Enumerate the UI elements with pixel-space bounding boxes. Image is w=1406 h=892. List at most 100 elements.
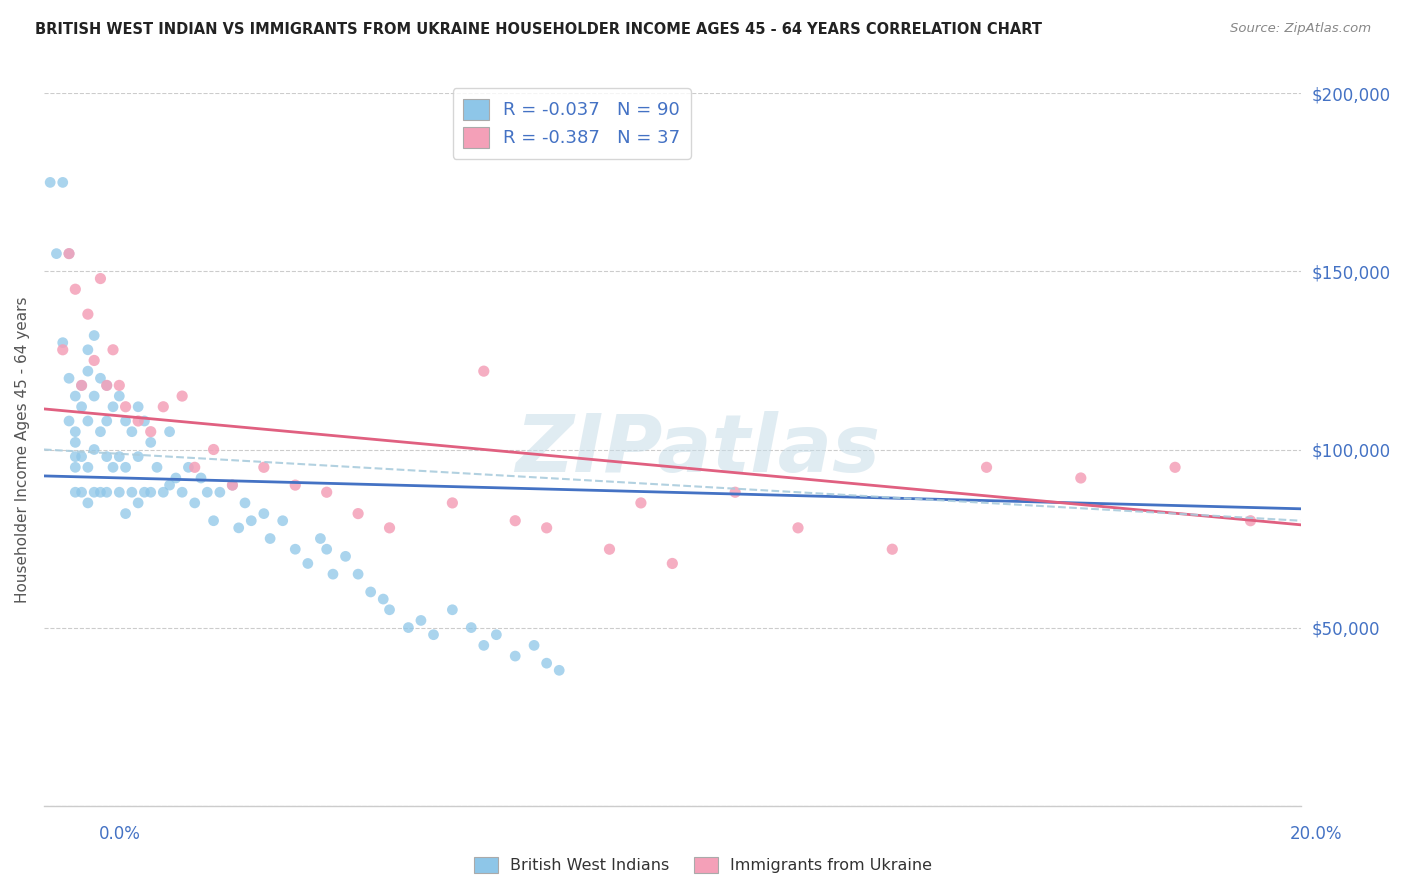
Point: [172, 485, 194, 500]
Point: [630, 496, 652, 510]
Point: [77, 307, 100, 321]
Point: [882, 542, 904, 557]
Point: [139, 485, 162, 500]
Point: [121, 425, 143, 439]
Point: [202, 514, 225, 528]
Text: BRITISH WEST INDIAN VS IMMIGRANTS FROM UKRAINE HOUSEHOLDER INCOME AGES 45 - 64 Y: BRITISH WEST INDIAN VS IMMIGRANTS FROM U…: [35, 22, 1042, 37]
Point: [58, 371, 80, 385]
Point: [70, 485, 93, 500]
Point: [284, 478, 307, 492]
Point: [108, 389, 131, 403]
Point: [259, 532, 281, 546]
Point: [240, 514, 263, 528]
Y-axis label: Householder Income Ages 45 - 64 years: Householder Income Ages 45 - 64 years: [15, 296, 30, 603]
Point: [52, 175, 75, 189]
Point: [976, 460, 998, 475]
Point: [83, 442, 105, 457]
Point: [83, 389, 105, 403]
Point: [127, 414, 149, 428]
Point: [208, 485, 231, 500]
Point: [96, 378, 118, 392]
Point: [378, 603, 401, 617]
Point: [441, 603, 464, 617]
Point: [45, 246, 67, 260]
Point: [96, 378, 118, 392]
Point: [39, 175, 62, 189]
Point: [315, 542, 337, 557]
Point: [70, 378, 93, 392]
Point: [65, 460, 87, 475]
Point: [724, 485, 747, 500]
Point: [335, 549, 357, 564]
Point: [360, 585, 382, 599]
Point: [83, 485, 105, 500]
Point: [536, 521, 558, 535]
Point: [1070, 471, 1092, 485]
Point: [127, 450, 149, 464]
Point: [347, 567, 370, 582]
Point: [96, 414, 118, 428]
Point: [472, 639, 495, 653]
Point: [101, 400, 124, 414]
Point: [58, 246, 80, 260]
Point: [108, 485, 131, 500]
Point: [101, 343, 124, 357]
Point: [503, 514, 526, 528]
Point: [233, 496, 256, 510]
Point: [228, 521, 250, 535]
Point: [77, 460, 100, 475]
Text: 0.0%: 0.0%: [98, 825, 141, 843]
Point: [378, 521, 401, 535]
Point: [114, 507, 136, 521]
Point: [70, 400, 93, 414]
Point: [661, 557, 683, 571]
Point: [177, 460, 200, 475]
Point: [309, 532, 332, 546]
Point: [315, 485, 337, 500]
Text: ZIPatlas: ZIPatlas: [515, 410, 880, 489]
Point: [89, 371, 111, 385]
Point: [503, 648, 526, 663]
Point: [114, 414, 136, 428]
Point: [172, 389, 194, 403]
Point: [221, 478, 243, 492]
Point: [598, 542, 620, 557]
Point: [65, 435, 87, 450]
Point: [195, 485, 218, 500]
Point: [58, 246, 80, 260]
Point: [70, 378, 93, 392]
Point: [159, 478, 181, 492]
Point: [77, 343, 100, 357]
Point: [152, 400, 174, 414]
Point: [101, 460, 124, 475]
Point: [548, 663, 571, 677]
Point: [441, 496, 464, 510]
Point: [114, 460, 136, 475]
Point: [422, 628, 444, 642]
Point: [183, 496, 205, 510]
Point: [165, 471, 187, 485]
Point: [536, 656, 558, 670]
Point: [409, 614, 432, 628]
Point: [89, 485, 111, 500]
Point: [114, 400, 136, 414]
Legend: British West Indians, Immigrants from Ukraine: British West Indians, Immigrants from Uk…: [467, 850, 939, 880]
Point: [65, 282, 87, 296]
Point: [58, 414, 80, 428]
Point: [121, 485, 143, 500]
Point: [183, 460, 205, 475]
Point: [472, 364, 495, 378]
Point: [1239, 514, 1261, 528]
Text: 20.0%: 20.0%: [1291, 825, 1343, 843]
Point: [83, 328, 105, 343]
Point: [77, 414, 100, 428]
Point: [322, 567, 344, 582]
Point: [134, 485, 156, 500]
Point: [284, 542, 307, 557]
Point: [221, 478, 243, 492]
Point: [202, 442, 225, 457]
Point: [65, 450, 87, 464]
Point: [253, 460, 276, 475]
Point: [65, 389, 87, 403]
Point: [96, 485, 118, 500]
